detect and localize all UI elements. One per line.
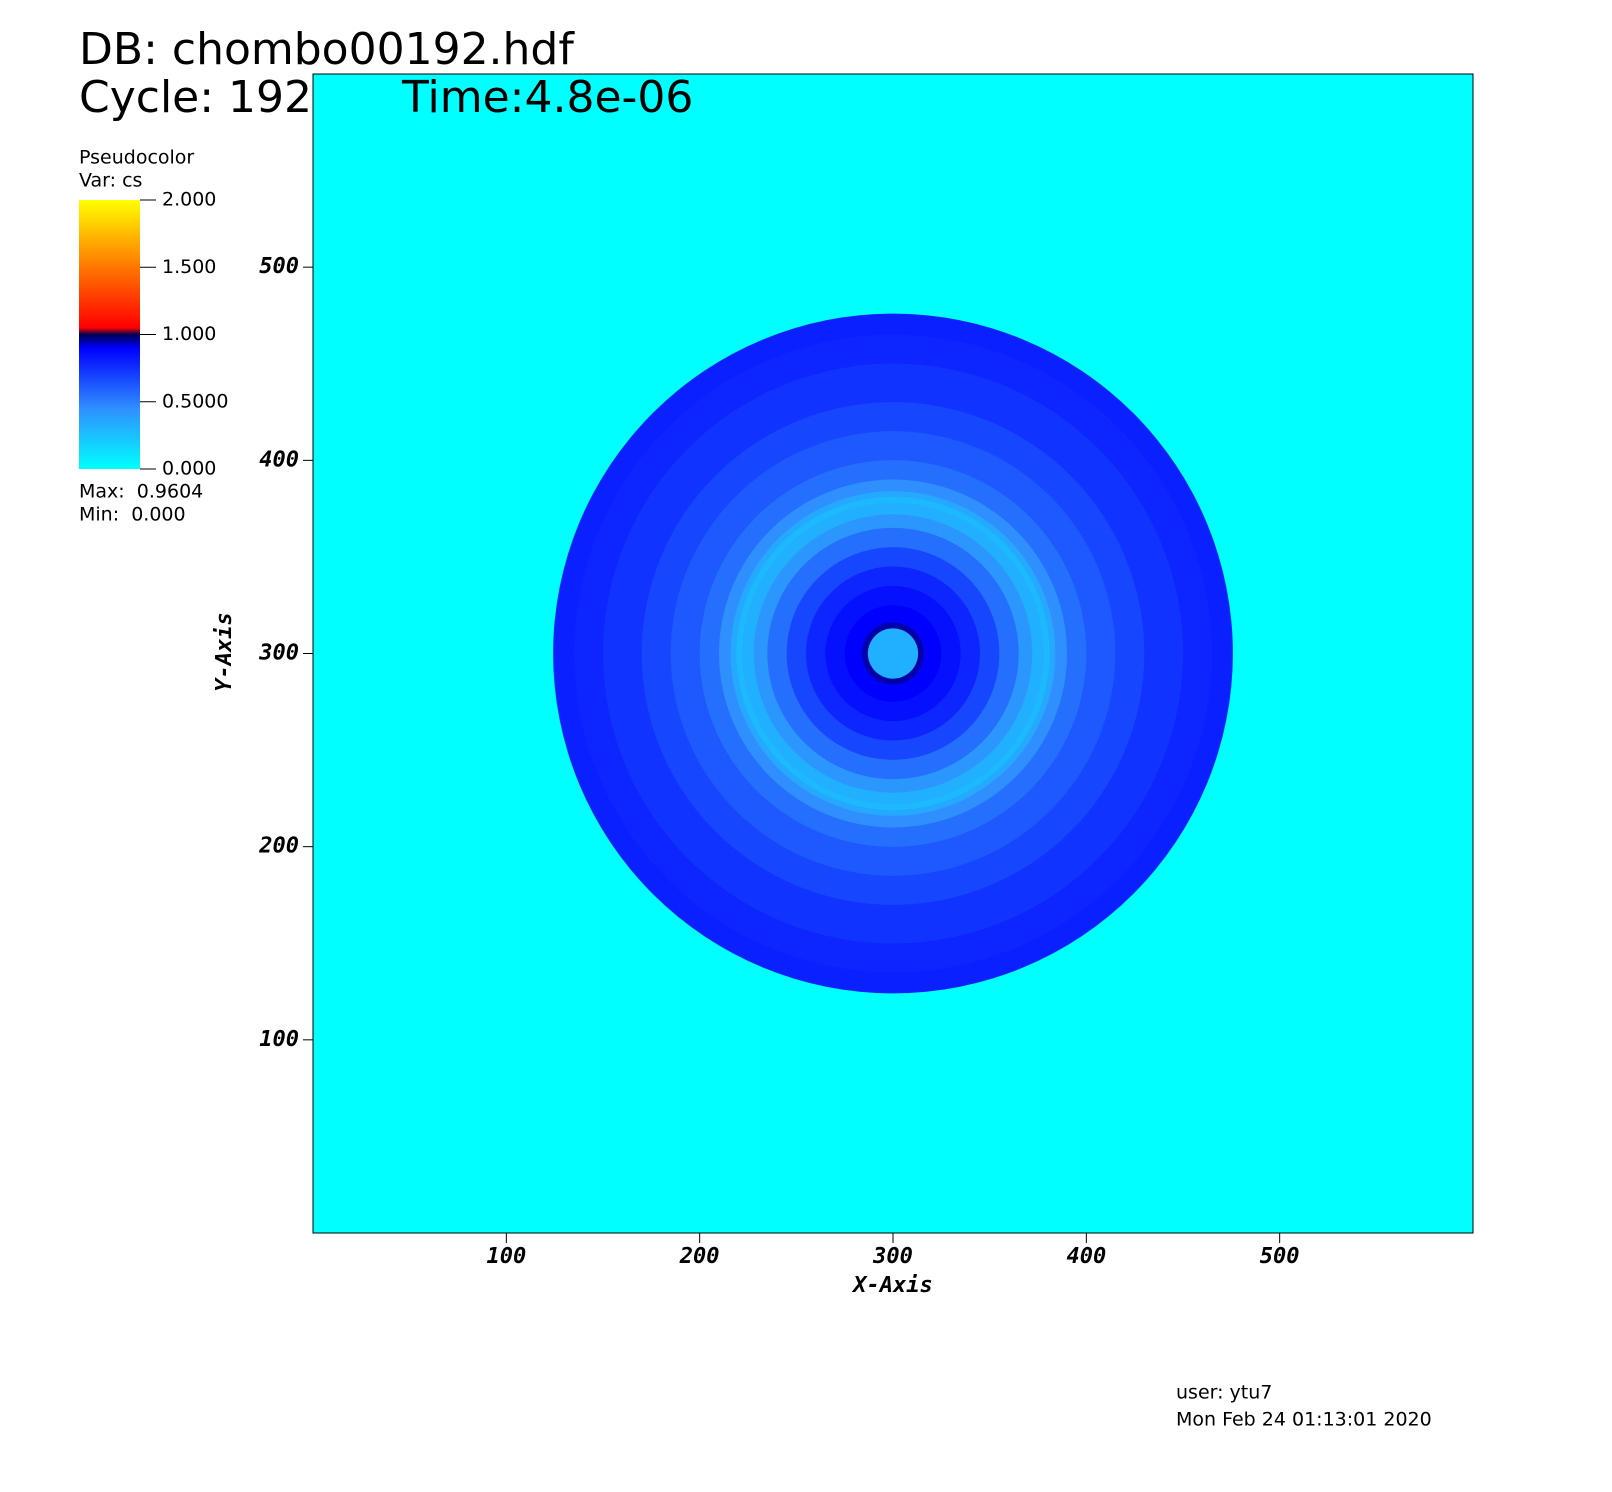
- x-tick-label: 400: [1066, 1244, 1106, 1269]
- x-axis-label: X-Axis: [851, 1273, 932, 1298]
- x-tick-label: 200: [679, 1244, 720, 1269]
- user: user: ytu7: [1176, 1382, 1272, 1404]
- legend-variable: Var: cs: [79, 170, 142, 192]
- time: Time:4.8e-06: [401, 72, 693, 123]
- cycle: Cycle: 192: [79, 72, 312, 123]
- legend-max: Max: 0.9604: [79, 481, 203, 503]
- legend-title: Pseudocolor: [79, 147, 194, 169]
- y-axis-label: Y-Axis: [212, 612, 237, 691]
- y-tick-label: 200: [258, 834, 299, 859]
- colorbar-tick-label: 2.000: [162, 189, 216, 211]
- colorbar-tick-label: 0.000: [162, 458, 216, 480]
- y-tick-label: 300: [258, 641, 299, 666]
- radial-band: [867, 628, 919, 679]
- title: DB: chombo00192.hdf: [79, 24, 575, 75]
- y-tick-label: 400: [259, 447, 299, 472]
- x-tick-label: 100: [486, 1244, 526, 1269]
- y-tick-label: 500: [259, 254, 299, 279]
- legend-min: Min: 0.000: [79, 504, 186, 526]
- colorbar-tick-label: 1.500: [162, 256, 216, 278]
- x-tick-label: 500: [1260, 1244, 1300, 1269]
- x-tick-label: 300: [872, 1244, 913, 1269]
- colorbar: [79, 200, 140, 469]
- date: Mon Feb 24 01:13:01 2020: [1176, 1409, 1432, 1431]
- colorbar-tick-label: 1.000: [162, 323, 216, 345]
- y-tick-label: 100: [259, 1027, 299, 1052]
- colorbar-tick-label: 0.5000: [162, 390, 228, 412]
